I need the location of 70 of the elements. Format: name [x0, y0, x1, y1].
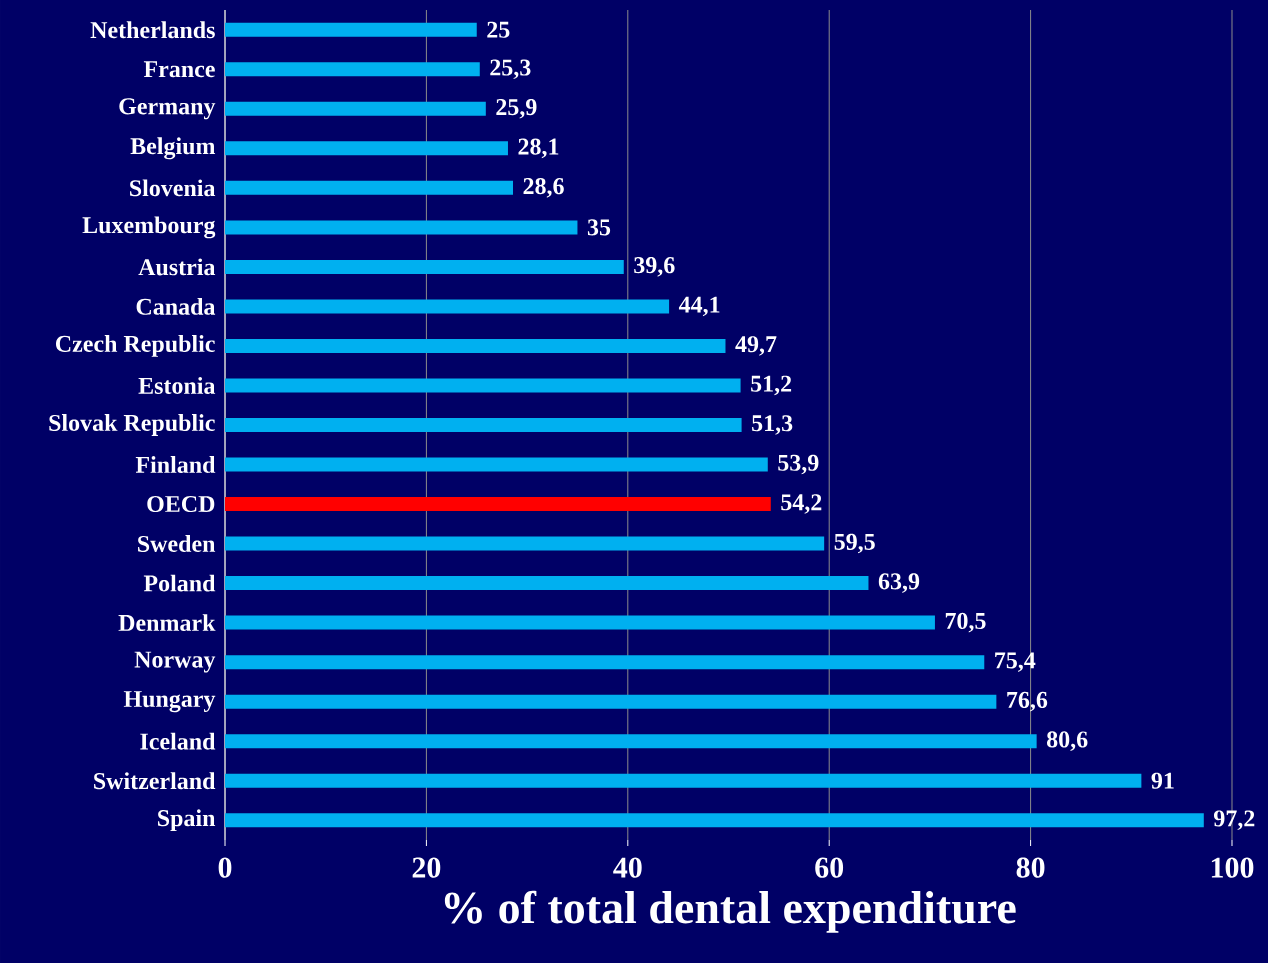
- y-tick-label: Sweden: [138, 535, 216, 553]
- x-tick-label: 60: [815, 857, 844, 878]
- data-label: 54,2: [781, 494, 822, 514]
- data-label: 28,1: [518, 138, 559, 159]
- y-tick-label: Denmark: [118, 614, 216, 632]
- x-axis-title: % of total dental expenditure: [444, 890, 1016, 933]
- bar: [225, 773, 1142, 788]
- data-label: 39,6: [634, 257, 675, 277]
- bar: [225, 497, 771, 512]
- bar: [225, 694, 997, 709]
- y-tick-label: Netherlands: [90, 21, 215, 39]
- data-label: 25: [487, 21, 510, 38]
- bar: [225, 615, 935, 630]
- bar: [225, 338, 726, 353]
- bar: [225, 576, 869, 591]
- data-label: 35: [587, 219, 611, 236]
- bar: [225, 378, 741, 393]
- y-tick-label: Finland: [135, 456, 216, 473]
- y-tick-label: France: [143, 61, 215, 78]
- bar: [225, 813, 1204, 828]
- y-tick-label: Slovenia: [130, 179, 216, 197]
- bar: [225, 220, 578, 235]
- data-label: 91: [1151, 772, 1174, 789]
- data-label: 49,7: [735, 336, 777, 356]
- y-tick-label: Spain: [158, 809, 216, 832]
- y-tick-label: OECD: [147, 495, 215, 513]
- bar: [225, 180, 514, 195]
- data-label: 51,2: [751, 375, 792, 396]
- bar: [225, 457, 768, 472]
- data-label: 25,3: [490, 59, 531, 80]
- y-tick-label: Slovak Republic: [49, 414, 215, 436]
- y-tick-label: Norway: [134, 651, 216, 673]
- x-tick-label: 80: [1016, 857, 1045, 878]
- y-tick-label: Switzerland: [94, 772, 216, 790]
- bar: [225, 418, 742, 432]
- bar: [225, 22, 477, 37]
- y-tick-label: Poland: [143, 574, 216, 592]
- bar: [225, 536, 825, 551]
- y-tick-label: Canada: [136, 297, 216, 315]
- bar: [225, 101, 486, 116]
- data-label: 53,9: [778, 454, 819, 475]
- data-label: 97,2: [1213, 810, 1255, 831]
- bar: [225, 655, 985, 670]
- y-tick-label: Iceland: [140, 732, 216, 750]
- data-label: 63,9: [878, 573, 920, 593]
- data-label: 25,9: [496, 99, 537, 119]
- y-tick-label: Austria: [138, 258, 216, 276]
- x-tick-label: 0: [218, 857, 232, 878]
- data-label: 44,1: [678, 296, 720, 317]
- bar: [225, 299, 670, 314]
- y-tick-label: Belgium: [130, 137, 216, 160]
- data-label: 51,3: [752, 415, 793, 435]
- y-tick-label: Luxembourg: [82, 216, 216, 239]
- data-label: 80,6: [1046, 731, 1088, 752]
- bar: [225, 734, 1037, 749]
- data-label: 70,5: [945, 612, 986, 633]
- data-label: 28,6: [523, 178, 564, 198]
- x-tick-label: 40: [613, 857, 642, 878]
- bar: [225, 62, 480, 77]
- data-label: 76,6: [1007, 691, 1048, 712]
- bar: [225, 141, 508, 156]
- bar: [225, 259, 624, 274]
- y-tick-label: Estonia: [138, 377, 216, 394]
- y-tick-label: Hungary: [123, 691, 216, 713]
- y-tick-label: Germany: [119, 98, 216, 120]
- data-label: 75,4: [995, 652, 1036, 672]
- x-tick-label: 20: [412, 857, 441, 878]
- data-label: 59,5: [834, 533, 875, 554]
- x-tick-label: 100: [1211, 857, 1254, 878]
- y-tick-label: Czech Republic: [56, 335, 215, 357]
